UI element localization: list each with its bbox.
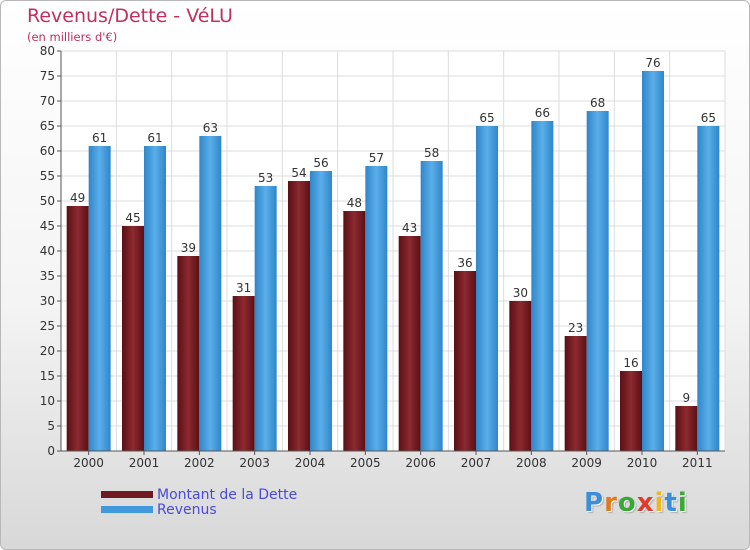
x-tick-label: 2011 [682,456,713,470]
bar-revenus [531,121,554,451]
x-tick-label: 2007 [461,456,492,470]
legend: Montant de la Dette Revenus [101,486,298,518]
data-label-dette: 54 [291,166,306,180]
bar-dette [564,336,587,451]
y-tick-label: 65 [40,119,55,133]
y-tick-label: 75 [40,69,55,83]
legend-swatch-debt [101,491,153,498]
data-label-dette: 31 [236,281,251,295]
x-tick-label: 2005 [350,456,381,470]
bar-dette [66,206,89,451]
bar-dette [454,271,476,451]
legend-label-debt: Montant de la Dette [157,486,298,503]
legend-item-debt: Montant de la Dette [101,486,298,503]
x-tick-label: 2002 [184,456,215,470]
data-label-dette: 49 [70,191,85,205]
x-tick-label: 2010 [627,456,658,470]
legend-swatch-revenus [101,506,153,513]
chart-subtitle: (en milliers d'€) [27,30,118,44]
bar-dette [675,406,698,451]
x-tick-label: 2001 [129,456,160,470]
data-label-dette: 45 [125,211,140,225]
bar-revenus [254,186,277,451]
bar-revenus [476,126,498,451]
bar-revenus [199,136,222,451]
bar-revenus [642,71,664,451]
data-label-dette: 16 [623,356,638,370]
y-tick-label: 30 [40,294,55,308]
bar-dette [620,371,642,451]
data-label-revenus: 58 [424,146,439,160]
data-label-revenus: 53 [258,171,273,185]
y-tick-label: 60 [40,144,55,158]
data-label-revenus: 65 [479,111,494,125]
data-label-revenus: 61 [92,131,107,145]
data-label-dette: 23 [568,321,583,335]
legend-label-revenus: Revenus [157,501,217,518]
y-tick-label: 20 [40,344,55,358]
y-tick-label: 70 [40,94,55,108]
bar-dette [232,296,255,451]
x-tick-label: 2004 [295,456,326,470]
y-tick-label: 5 [47,419,55,433]
bar-dette [122,226,144,451]
bar-revenus [586,111,609,451]
bar-dette [288,181,310,451]
y-tick-label: 80 [40,44,55,58]
y-tick-label: 0 [47,444,55,458]
y-tick-label: 45 [40,219,55,233]
bar-revenus [310,171,332,451]
data-label-revenus: 66 [535,106,550,120]
bar-revenus [697,126,720,451]
bar-revenus [420,161,443,451]
x-tick-label: 2000 [73,456,104,470]
data-label-dette: 9 [683,391,691,405]
data-label-revenus: 61 [147,131,162,145]
bar-revenus [144,146,166,451]
data-label-revenus: 76 [645,56,660,70]
bar-revenus [365,166,388,451]
legend-item-revenus: Revenus [101,501,297,518]
x-tick-label: 2008 [516,456,547,470]
x-tick-label: 2009 [571,456,602,470]
y-tick-label: 15 [40,369,55,383]
y-tick-label: 55 [40,169,55,183]
proxiti-logo: Proxiti [584,488,688,518]
chart-title: Revenus/Dette - VéLU [27,5,233,27]
data-label-dette: 39 [181,241,196,255]
data-label-revenus: 65 [701,111,716,125]
bar-dette [398,236,421,451]
data-label-revenus: 57 [369,151,384,165]
bar-dette [177,256,200,451]
y-tick-label: 35 [40,269,55,283]
data-label-dette: 43 [402,221,417,235]
y-tick-label: 40 [40,244,55,258]
bar-dette [509,301,532,451]
data-label-revenus: 56 [313,156,328,170]
x-tick-label: 2003 [239,456,270,470]
y-tick-label: 10 [40,394,55,408]
bar-dette [343,211,366,451]
data-label-revenus: 63 [203,121,218,135]
y-tick-label: 50 [40,194,55,208]
data-label-revenus: 68 [590,96,605,110]
x-tick-label: 2006 [405,456,436,470]
y-tick-label: 25 [40,319,55,333]
bar-revenus [88,146,111,451]
data-label-dette: 48 [347,196,362,210]
data-label-dette: 30 [513,286,528,300]
data-label-dette: 36 [457,256,472,270]
